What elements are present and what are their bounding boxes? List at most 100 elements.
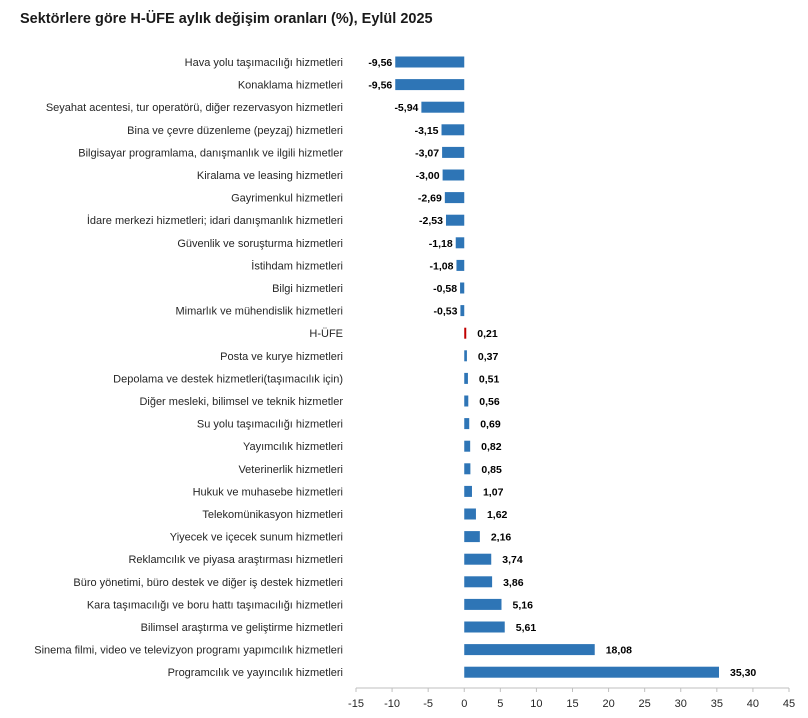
value-label: -0,53 [433,306,457,318]
category-label: Bina ve çevre düzenleme (peyzaj) hizmetl… [127,125,343,137]
bar [464,463,471,475]
bar [464,485,472,497]
category-label: Veterinerlik hizmetleri [238,464,343,476]
x-tick-label: -15 [348,698,364,710]
value-label: 0,51 [479,373,500,385]
bar-highlight [464,327,467,339]
value-label: 2,16 [491,532,512,544]
bar [464,621,505,633]
category-label: Su yolu taşımacılığı hizmetleri [197,419,343,431]
category-label: Programcılık ve yayıncılık hizmetleri [168,667,343,679]
bar [464,644,595,656]
value-label: -9,56 [368,80,392,92]
category-label: Hava yolu taşımacılığı hizmetleri [185,57,343,69]
x-tick-label: 30 [675,698,687,710]
bar [455,237,465,249]
bar [460,305,465,317]
bar [464,395,469,407]
category-label: Posta ve kurye hizmetleri [220,351,343,363]
bar [464,553,492,565]
value-label: -5,94 [394,102,418,114]
chart-title: Sektörlere göre H-ÜFE aylık değişim oran… [20,11,433,27]
value-label: -1,18 [429,238,453,250]
bar [444,192,465,204]
value-label: -9,56 [368,57,392,69]
bar [442,146,465,158]
category-label: Kara taşımacılığı ve boru hattı taşımacı… [87,599,343,611]
category-label: Bilgi hizmetleri [272,283,343,295]
bar [395,79,465,91]
value-label: -3,07 [415,147,439,159]
value-label: -2,69 [418,193,442,205]
bar [395,56,465,68]
bar [445,214,465,226]
category-label: İstihdam hizmetleri [251,259,343,272]
bar [464,372,468,384]
bar [464,350,467,362]
category-label: Yiyecek ve içecek sunum hizmetleri [170,532,343,544]
value-label: 5,61 [516,622,537,634]
bars-layer: Hava yolu taşımacılığı hizmetleri -9,56 Ko… [34,56,756,679]
value-label: 18,08 [606,645,632,657]
category-label: Kiralama ve leasing hizmetleri [197,170,343,182]
x-tick-label: -5 [423,698,433,710]
x-tick-label: 15 [566,698,578,710]
category-label: Konaklama hizmetleri [238,80,343,92]
category-label: Sinema filmi, video ve televizyon progra… [34,645,343,657]
category-label: Gayrimenkul hizmetleri [231,193,343,205]
x-tick-label: 5 [497,698,503,710]
value-label: -3,00 [416,170,440,182]
x-tick-label: 10 [530,698,542,710]
value-label: 3,86 [503,577,524,589]
value-label: -3,15 [415,125,439,137]
x-tick-label: 20 [602,698,614,710]
value-label: -0,58 [433,283,457,295]
value-label: 0,56 [479,396,500,408]
bar [421,101,465,113]
bar [464,531,480,543]
value-label: 0,21 [477,328,498,340]
x-tick-label: 40 [747,698,759,710]
value-label: 3,74 [502,554,523,566]
category-label: Güvenlik ve soruşturma hizmetleri [177,238,343,250]
category-label: Seyahat acentesi, tur operatörü, diğer r… [46,102,343,114]
category-label: Bilimsel araştırma ve geliştirme hizmetl… [141,622,343,634]
category-label: Diğer mesleki, bilimsel ve teknik hizmet… [139,396,343,408]
category-label: Reklamcılık ve piyasa araştırması hizmet… [128,554,343,566]
x-axis: -15 -10 -5 0 5 10 15 20 25 30 35 40 45 [348,687,795,710]
bar [456,259,465,271]
bar [442,169,465,181]
value-label: 1,07 [483,486,504,498]
value-label: -1,08 [430,260,454,272]
value-label: 0,82 [481,441,502,453]
category-label: Hukuk ve muhasebe hizmetleri [193,486,343,498]
category-label: Yayımcılık hizmetleri [243,441,343,453]
x-tick-label: 45 [783,698,795,710]
value-label: 0,69 [480,419,501,431]
category-label: Büro yönetimi, büro destek ve diğer iş d… [73,577,343,589]
category-label: Bilgisayar programlama, danışmanlık ve i… [78,147,343,159]
value-label: 0,85 [481,464,502,476]
x-tick-label: -10 [384,698,400,710]
bar [464,576,493,588]
bar [464,598,502,610]
x-tick-label: 35 [711,698,723,710]
category-label: H-ÜFE [309,328,343,340]
bar [464,508,476,520]
category-label: Telekomünikasyon hizmetleri [202,509,343,521]
value-label: 35,30 [730,667,756,679]
value-label: -2,53 [419,215,443,227]
x-tick-label: 25 [639,698,651,710]
category-label: İdare merkezi hizmetleri; idari danışman… [87,214,343,227]
bar [464,418,470,430]
value-label: 1,62 [487,509,508,521]
bar [441,124,465,136]
category-label: Depolama ve destek hizmetleri(taşımacılı… [113,373,343,385]
value-label: 0,37 [478,351,499,363]
bar [460,282,465,294]
bar [464,666,719,678]
category-label: Mimarlık ve mühendislik hizmetleri [176,306,344,318]
value-label: 5,16 [512,599,533,611]
bar [464,440,471,452]
